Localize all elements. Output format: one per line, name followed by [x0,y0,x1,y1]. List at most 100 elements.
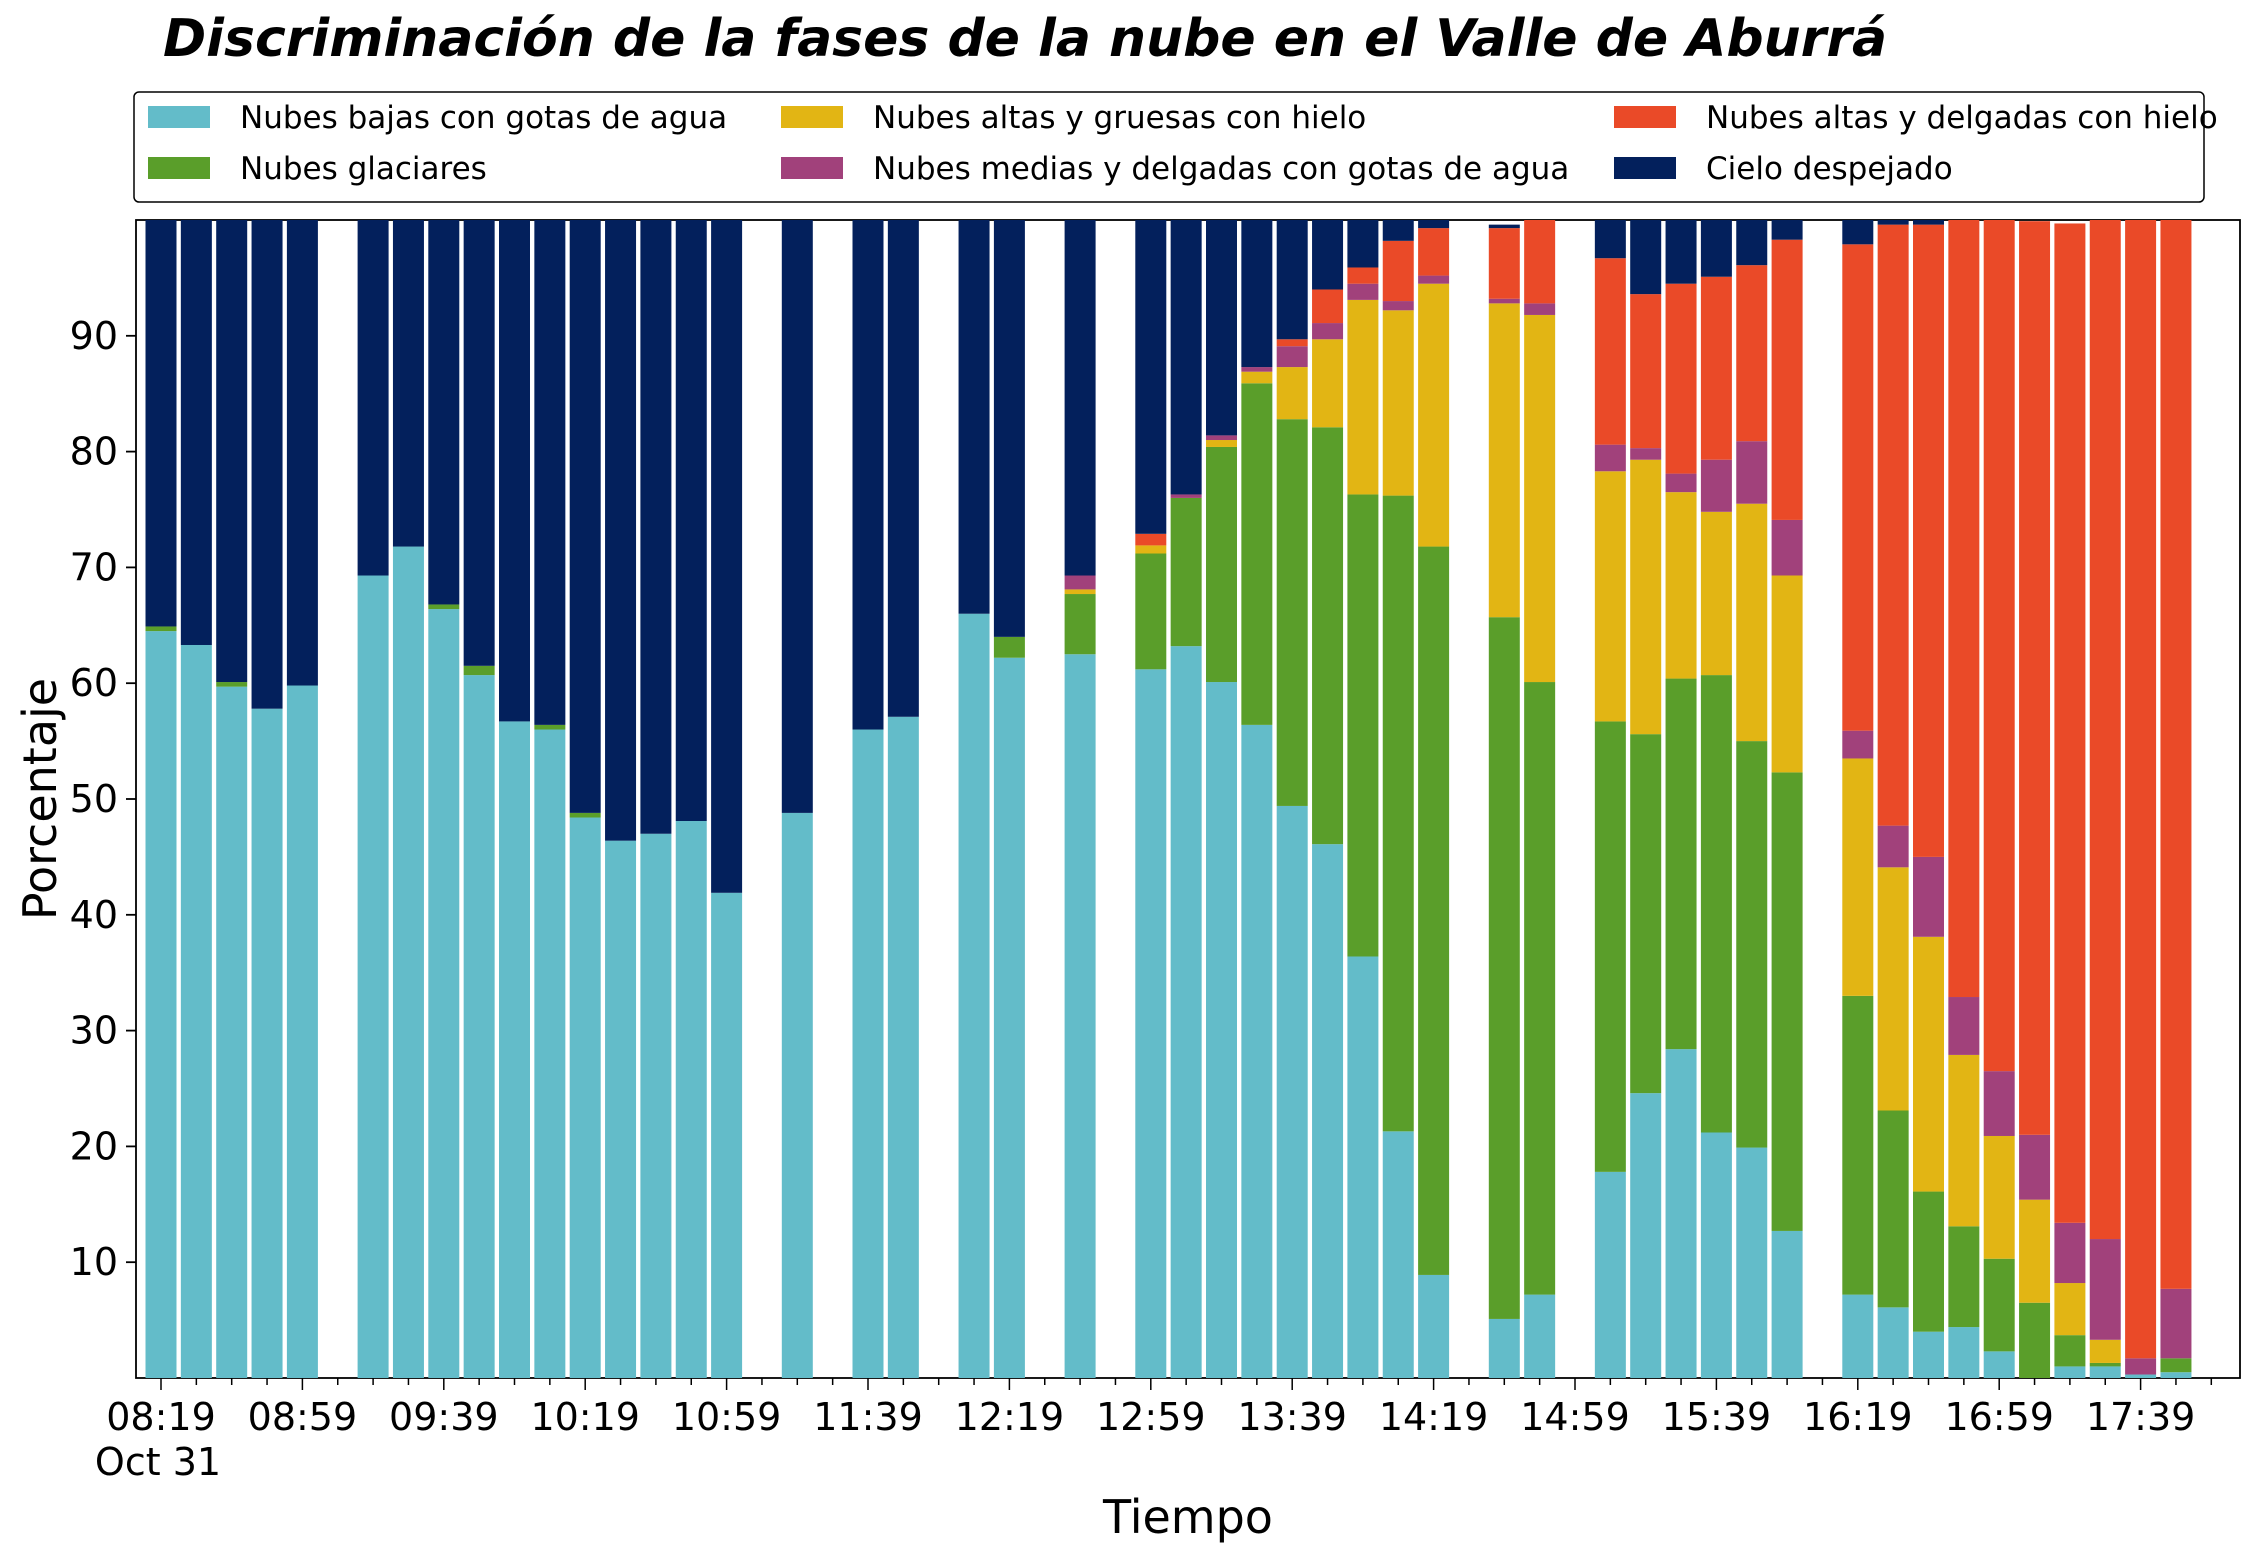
x-axis-label: Tiempo [1102,1490,1273,1544]
bar-segment-1709-s1 [2019,1302,2051,1378]
bar-segment-1619-s3 [1842,730,1874,759]
y-tick-label: 70 [70,545,118,589]
bar-segment-1659-s1 [1983,1258,2015,1352]
bar-segment-1149-s5 [887,220,919,717]
bar-segment-1219-s5 [993,220,1025,637]
bar-segment-1449-s2 [1524,314,1556,683]
bar-segment-0849-s5 [251,220,283,709]
y-tick-label: 20 [70,1124,118,1168]
bar-segment-0819-s1 [145,626,177,632]
bar-segment-1549-s1 [1736,741,1768,1148]
bar-segment-1659-s0 [1983,1351,2015,1378]
bar-segment-1649-s2 [1948,1054,1980,1227]
legend-item: Nubes altas y delgadas con hielo [1614,100,2218,136]
y-tick-label: 50 [70,777,118,821]
bar-segment-1729-s4 [2089,220,2121,1240]
bar-segment-1259-s5 [1135,220,1167,534]
bar-segment-1119-s5 [781,220,813,813]
bar-segment-1319-s5 [1206,220,1237,436]
bar-segment-1019-s5 [569,220,601,813]
bar-segment-0959-s5 [499,220,530,722]
x-tick-label: 13:39 [1237,1395,1347,1439]
bar-segment-1259-s2 [1135,545,1167,554]
bar-segment-1709-s3 [2019,1134,2051,1200]
bar-segment-1539-s1 [1700,675,1732,1133]
bar-segment-1539-s4 [1700,276,1732,460]
bar-segment-1419-s1 [1418,546,1450,1275]
bar-segment-1639-s5 [1913,220,1944,225]
bar-segment-1519-s2 [1630,459,1662,735]
bar-segment-1359-s3 [1347,283,1379,300]
bar-segment-1709-s4 [2019,221,2051,1135]
bar-segment-1149-s0 [887,716,919,1378]
bar-segment-1709-s2 [2019,1199,2051,1303]
bar-segment-1119-s0 [781,812,813,1378]
bar-segment-1309-s5 [1170,220,1202,495]
bar-segment-1359-s4 [1347,267,1379,284]
bar-segment-0839-s1 [216,682,248,687]
bar-segment-1419-s0 [1418,1274,1450,1378]
bars-group [145,220,2192,1378]
bar-segment-1349-s4 [1312,289,1344,324]
bar-segment-0939-s1 [428,604,460,610]
bar-segment-1639-s1 [1913,1191,1944,1332]
y-tick-label: 90 [70,314,118,358]
bar-segment-1649-s0 [1948,1327,1980,1378]
bar-segment-0929-s0 [392,546,424,1378]
legend-item: Nubes medias y delgadas con gotas de agu… [781,151,1569,187]
bar-segment-1519-s1 [1630,734,1662,1094]
bar-segment-0849-s0 [251,708,283,1378]
bar-segment-1509-s4 [1594,258,1626,445]
bar-segment-1619-s2 [1842,758,1874,996]
bar-segment-1549-s0 [1736,1147,1768,1378]
bar-segment-0859-s0 [286,685,318,1378]
bar-segment-1559-s3 [1771,519,1803,576]
bar-segment-1449-s3 [1524,303,1556,315]
bar-segment-1259-s4 [1135,533,1167,546]
bar-segment-1719-s2 [2054,1283,2086,1336]
bar-segment-1209-s5 [958,220,990,614]
bar-segment-1339-s5 [1276,220,1308,340]
bar-segment-1449-s0 [1524,1294,1556,1378]
bar-segment-0949-s0 [463,675,495,1378]
bar-segment-1029-s0 [605,840,637,1378]
bar-segment-1219-s0 [993,657,1025,1378]
bar-segment-1019-s1 [569,812,601,818]
bar-segment-1749-s1 [2160,1358,2192,1373]
bar-segment-1549-s5 [1736,220,1768,266]
bar-segment-1009-s1 [534,724,566,730]
bar-segment-1719-s3 [2054,1222,2086,1284]
bar-segment-1719-s4 [2054,223,2086,1223]
bar-segment-1319-s1 [1206,446,1237,683]
bar-segment-1309-s1 [1170,497,1202,647]
bar-segment-0949-s5 [463,220,495,666]
bar-segment-1729-s2 [2089,1339,2121,1363]
bar-segment-1519-s3 [1630,448,1662,460]
bar-segment-1619-s0 [1842,1294,1874,1378]
bar-segment-1559-s1 [1771,772,1803,1231]
bar-segment-1239-s0 [1064,654,1096,1378]
legend-swatch [1614,157,1676,179]
bar-segment-1139-s0 [852,729,884,1378]
bar-segment-1409-s4 [1382,240,1414,302]
bar-segment-0919-s5 [357,220,389,576]
bar-segment-1539-s0 [1700,1132,1732,1378]
bar-segment-1629-s5 [1877,220,1909,225]
bar-segment-1649-s1 [1948,1226,1980,1328]
bar-segment-1649-s4 [1948,220,1980,998]
bar-segment-1349-s2 [1312,339,1344,428]
bar-segment-1309-s0 [1170,646,1202,1378]
bar-segment-1359-s1 [1347,494,1379,957]
bar-segment-1339-s1 [1276,419,1308,806]
bar-segment-1259-s0 [1135,669,1167,1378]
bar-segment-1039-s5 [640,220,672,834]
bar-segment-1629-s2 [1877,867,1909,1111]
bar-segment-1259-s1 [1135,553,1167,670]
bar-segment-1329-s0 [1241,724,1273,1378]
bar-segment-0839-s5 [216,220,248,683]
bar-segment-1439-s0 [1488,1318,1520,1378]
bar-segment-1519-s5 [1630,220,1662,295]
bar-segment-1509-s3 [1594,444,1626,472]
x-tick-label: 12:19 [955,1395,1065,1439]
bar-segment-0859-s5 [286,220,318,686]
